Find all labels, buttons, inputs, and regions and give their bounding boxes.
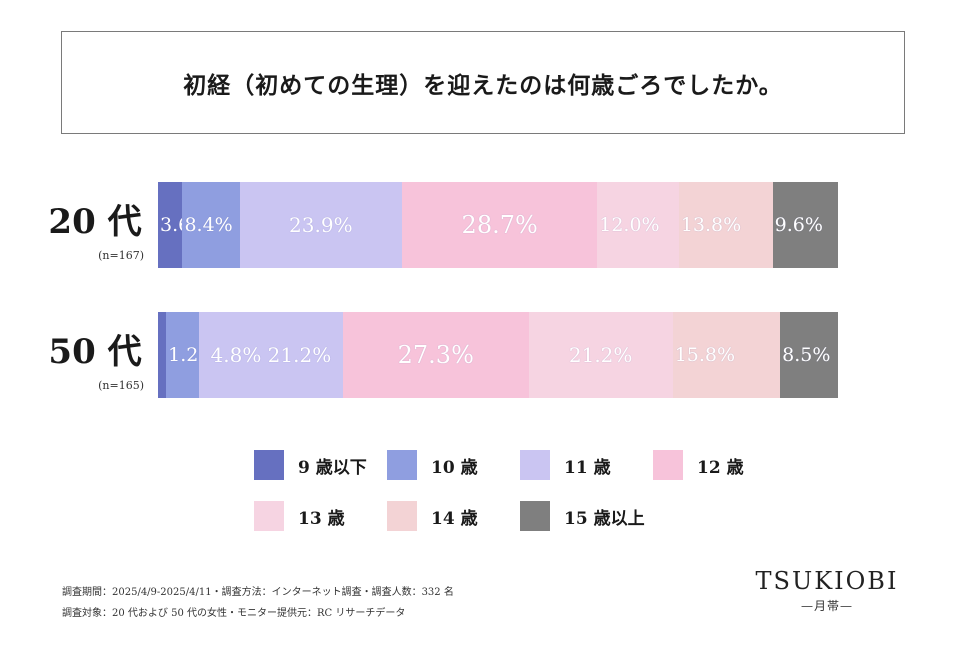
chart-title-box: 初経（初めての生理）を迎えたのは何歳ごろでしたか。 [61,31,905,134]
bar-segment: 21.2% [528,312,673,398]
legend-label: 11 歳 [564,457,611,478]
legend-swatch [653,450,683,480]
data-label: 13.8% [680,214,742,236]
legend-item: 13 歳 [254,501,387,531]
bar-segment: 8.4% [182,182,240,268]
legend: 9 歳以下 10 歳 11 歳 12 歳 13 歳 14 歳 15 歳以上 [254,450,774,552]
data-label: 28.7% [461,211,538,239]
data-label: 15.8% [674,344,736,366]
legend-row: 9 歳以下 10 歳 11 歳 12 歳 [254,450,774,480]
logo-wordmark: TSUKIOBI [755,567,899,595]
legend-label: 12 歳 [697,457,744,478]
group-sample-size: (n=167) [98,249,144,262]
chart-title: 初経（初めての生理）を迎えたのは何歳ごろでしたか。 [183,71,783,99]
stacked-bar-20s: 3.6%8.4% 23.9% 28.7% 12.0% 13.8% 9.6% [158,182,838,268]
brand-logo: TSUKIOBI —月帯— [752,567,902,614]
data-label: 23.9% [289,213,353,237]
bar-segment: 12.0% [597,182,679,268]
bar-segment [158,312,167,398]
bar-segment: 4.8% 21.2% [198,312,343,398]
data-label: 12.0% [599,214,660,236]
bar-segment: 28.7% [402,182,598,268]
data-label: 8.5% [782,344,831,366]
legend-swatch [520,501,550,531]
footnote-line-2: 調査対象：20 代および 50 代の女性・モニター提供元：RC リサーチデータ [62,608,406,619]
legend-swatch [387,501,417,531]
group-label-20s: 20 代 (n=167) [40,205,150,262]
legend-row: 13 歳 14 歳 15 歳以上 [254,501,774,531]
data-label: 9.6% [774,214,823,236]
legend-label: 14 歳 [431,508,478,529]
bar-segment: 13.8% [678,182,773,268]
group-name: 50 代 [48,332,142,372]
legend-label: 9 歳以下 [298,457,367,478]
legend-swatch [387,450,417,480]
group-name: 20 代 [48,202,142,242]
group-sample-size: (n=165) [98,379,144,392]
legend-label: 10 歳 [431,457,478,478]
legend-label: 15 歳以上 [564,508,645,529]
legend-swatch [254,450,284,480]
bar-segment: 1.2% [166,312,216,398]
bar-segment: 23.9% [239,182,403,268]
legend-item: 12 歳 [653,450,773,480]
legend-item: 11 歳 [520,450,653,480]
bar-segment: 3.6% [158,182,208,268]
stacked-bar-50s: 1.2% 4.8% 21.2% 27.3% 21.2% 15.8% 8.5% [158,312,838,398]
legend-item: 9 歳以下 [254,450,387,480]
data-label: 8.4% [184,214,233,236]
bar-segment: 9.6% [772,182,838,268]
legend-item: 15 歳以上 [520,501,660,531]
legend-item: 14 歳 [387,501,520,531]
legend-swatch [254,501,284,531]
data-label: 21.2% [568,343,633,367]
survey-footnote: 調査期間：2025/4/9-2025/4/11・調査方法：インターネット調査・調… [62,582,454,624]
data-label: 27.3% [397,341,474,369]
group-label-50s: 50 代 (n=165) [40,335,150,392]
footnote-line-1: 調査期間：2025/4/9-2025/4/11・調査方法：インターネット調査・調… [62,587,454,598]
bar-segment: 15.8% [672,312,781,398]
bar-segment: 8.5% [780,312,838,398]
data-label: 4.8% 21.2% [210,343,332,367]
bar-segment: 27.3% [342,312,529,398]
legend-label: 13 歳 [298,508,345,529]
legend-item: 10 歳 [387,450,520,480]
logo-subtitle: —月帯— [800,599,853,613]
legend-swatch [520,450,550,480]
